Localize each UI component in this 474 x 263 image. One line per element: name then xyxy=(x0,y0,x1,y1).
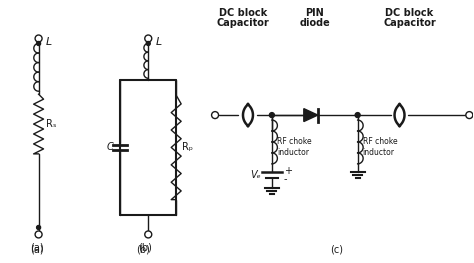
Text: Capacitor: Capacitor xyxy=(217,18,269,28)
Text: Rₛ: Rₛ xyxy=(46,119,56,129)
Circle shape xyxy=(35,231,42,238)
Text: Vₑ: Vₑ xyxy=(250,170,261,180)
Text: -: - xyxy=(284,174,287,184)
Text: PIN: PIN xyxy=(305,8,324,18)
Text: diode: diode xyxy=(300,18,330,28)
Text: RF choke
inductor: RF choke inductor xyxy=(363,137,397,157)
Text: Capacitor: Capacitor xyxy=(383,18,436,28)
Text: L: L xyxy=(155,37,162,48)
Text: (c): (c) xyxy=(330,244,343,254)
Circle shape xyxy=(211,112,219,119)
Polygon shape xyxy=(304,109,318,122)
Text: RF choke
inductor: RF choke inductor xyxy=(277,137,311,157)
Text: (b): (b) xyxy=(137,244,150,254)
Text: Rₚ: Rₚ xyxy=(182,143,193,153)
Circle shape xyxy=(466,112,473,119)
Circle shape xyxy=(269,113,274,118)
Text: +: + xyxy=(284,166,292,176)
Circle shape xyxy=(146,42,150,45)
Circle shape xyxy=(145,231,152,238)
Text: DC block: DC block xyxy=(385,8,434,18)
Circle shape xyxy=(145,35,152,42)
Circle shape xyxy=(35,35,42,42)
Text: C: C xyxy=(106,143,113,153)
Text: DC block: DC block xyxy=(219,8,267,18)
Circle shape xyxy=(36,42,41,45)
Text: (b): (b) xyxy=(138,242,152,252)
Text: (a): (a) xyxy=(31,242,44,252)
Circle shape xyxy=(355,113,360,118)
Circle shape xyxy=(36,225,41,230)
Text: (a): (a) xyxy=(31,244,44,254)
Text: L: L xyxy=(46,37,52,48)
